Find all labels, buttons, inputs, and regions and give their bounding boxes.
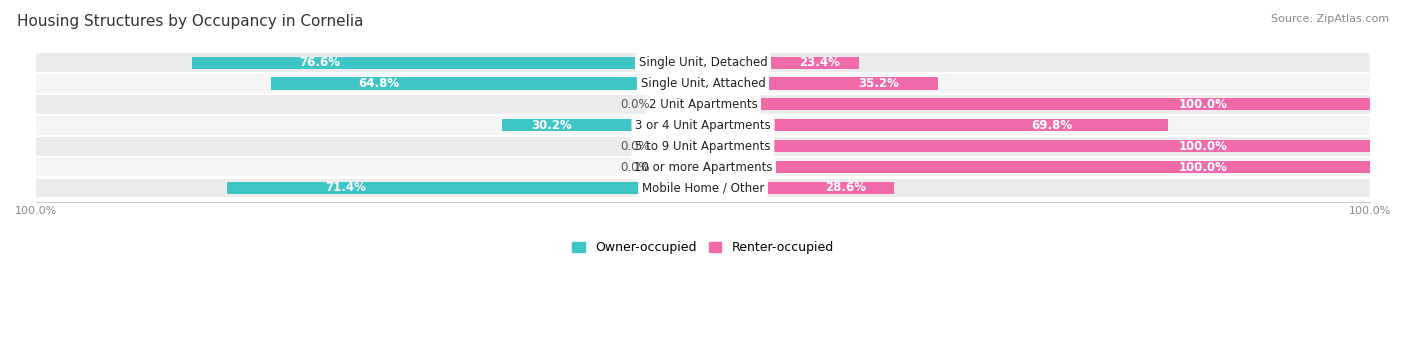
Bar [37, 95, 1369, 114]
Bar [226, 182, 703, 194]
Bar [703, 119, 1168, 131]
Bar [502, 119, 703, 131]
Bar [37, 74, 1369, 93]
Text: 71.4%: 71.4% [325, 181, 367, 194]
Text: Single Unit, Attached: Single Unit, Attached [641, 77, 765, 90]
Text: 2 Unit Apartments: 2 Unit Apartments [648, 98, 758, 111]
Bar [664, 140, 703, 152]
Bar [703, 77, 938, 90]
Text: 100.0%: 100.0% [1178, 98, 1227, 111]
Bar [703, 140, 1369, 152]
Text: 28.6%: 28.6% [825, 181, 866, 194]
Bar [703, 98, 1369, 110]
Text: 69.8%: 69.8% [1032, 119, 1073, 132]
Bar [37, 53, 1369, 72]
Text: 76.6%: 76.6% [299, 56, 340, 69]
Bar [664, 98, 703, 110]
Bar [193, 57, 703, 69]
Bar [271, 77, 703, 90]
Text: 3 or 4 Unit Apartments: 3 or 4 Unit Apartments [636, 119, 770, 132]
Bar [703, 182, 894, 194]
Bar [664, 161, 703, 173]
Text: 10 or more Apartments: 10 or more Apartments [634, 161, 772, 174]
Text: 100.0%: 100.0% [1178, 161, 1227, 174]
Text: Mobile Home / Other: Mobile Home / Other [641, 181, 765, 194]
Text: 100.0%: 100.0% [1178, 140, 1227, 153]
Text: 0.0%: 0.0% [620, 161, 650, 174]
Text: 5 to 9 Unit Apartments: 5 to 9 Unit Apartments [636, 140, 770, 153]
Text: 35.2%: 35.2% [859, 77, 900, 90]
Bar [37, 158, 1369, 176]
Bar [37, 116, 1369, 135]
Legend: Owner-occupied, Renter-occupied: Owner-occupied, Renter-occupied [568, 236, 838, 259]
Text: 64.8%: 64.8% [359, 77, 399, 90]
Text: Source: ZipAtlas.com: Source: ZipAtlas.com [1271, 14, 1389, 24]
Bar [703, 161, 1369, 173]
Text: Housing Structures by Occupancy in Cornelia: Housing Structures by Occupancy in Corne… [17, 14, 363, 29]
Text: 0.0%: 0.0% [620, 98, 650, 111]
Text: Single Unit, Detached: Single Unit, Detached [638, 56, 768, 69]
Text: 30.2%: 30.2% [531, 119, 572, 132]
Text: 23.4%: 23.4% [800, 56, 841, 69]
Bar [37, 137, 1369, 155]
Text: 0.0%: 0.0% [620, 140, 650, 153]
Bar [703, 57, 859, 69]
Bar [37, 179, 1369, 197]
